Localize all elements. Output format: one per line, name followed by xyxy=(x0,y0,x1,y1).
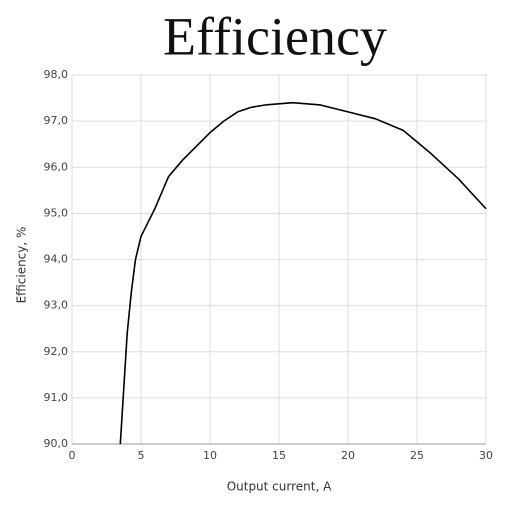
data-line xyxy=(119,101,487,445)
chart-title: Efficiency xyxy=(163,6,387,66)
y-tick-label: 94,0 xyxy=(44,253,69,266)
x-tick-label: 20 xyxy=(341,449,355,462)
y-tick-label: 98,0 xyxy=(44,68,69,81)
y-axis-title: Efficiency, % xyxy=(15,227,29,304)
y-tick-label: 91,0 xyxy=(44,391,69,404)
y-tick-label: 92,0 xyxy=(44,345,69,358)
x-tick-label: 0 xyxy=(69,449,76,462)
y-tick-label: 97,0 xyxy=(44,114,69,127)
y-tick-label: 95,0 xyxy=(44,206,69,219)
y-tick-label: 90,0 xyxy=(44,437,69,450)
x-tick-label: 25 xyxy=(410,449,424,462)
x-tick-label: 10 xyxy=(203,449,217,462)
x-tick-label: 15 xyxy=(272,449,286,462)
x-tick-label: 30 xyxy=(479,449,493,462)
x-tick-label: 5 xyxy=(138,449,145,462)
x-axis-title: Output current, A xyxy=(227,480,332,494)
y-tick-label: 96,0 xyxy=(44,160,69,173)
y-tick-label: 93,0 xyxy=(44,299,69,312)
